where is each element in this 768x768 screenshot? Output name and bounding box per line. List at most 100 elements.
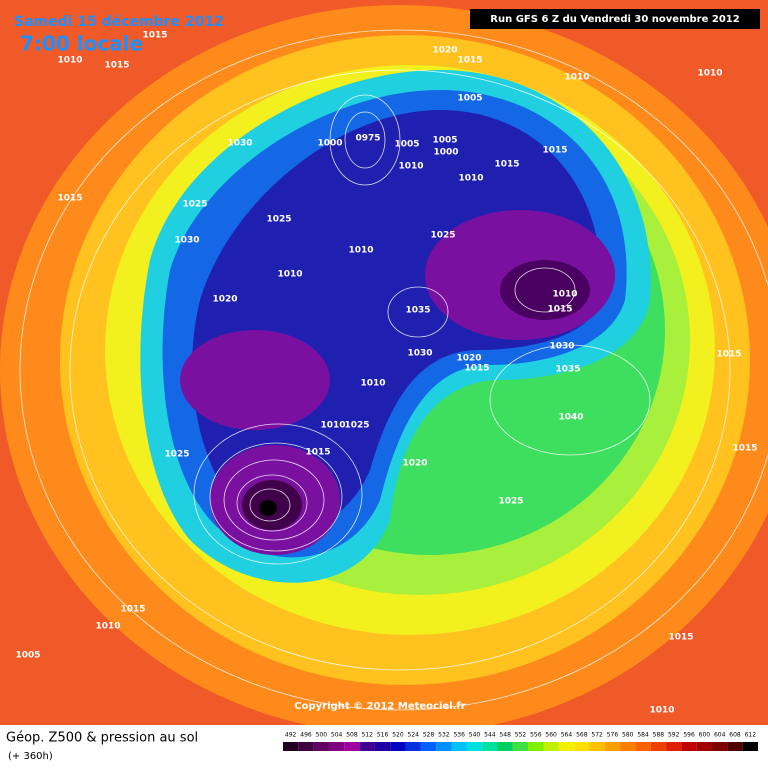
legend-swatch xyxy=(543,742,559,751)
legend-label: 548 xyxy=(499,732,511,739)
legend-label: 508 xyxy=(346,732,358,739)
pressure-label: 1010 xyxy=(348,246,373,256)
legend-label: 604 xyxy=(714,732,726,739)
isobar xyxy=(514,267,576,313)
isobars xyxy=(19,29,768,711)
pressure-label: 1025 xyxy=(344,421,369,431)
pressure-label: 0975 xyxy=(355,134,380,144)
legend-swatch xyxy=(436,742,452,751)
legend-swatch xyxy=(604,742,621,751)
legend-label: 492 xyxy=(285,732,297,739)
copyright: Copyright © 2012 Meteociel.fr xyxy=(294,701,465,712)
legend-swatch xyxy=(298,742,314,751)
pressure-label: 1015 xyxy=(547,305,572,315)
legend-swatch xyxy=(374,742,391,751)
isobar xyxy=(329,94,401,186)
legend-label: 496 xyxy=(300,732,312,739)
isobar xyxy=(69,69,731,671)
isobar xyxy=(249,488,291,522)
pressure-label: 1025 xyxy=(266,215,291,225)
legend-label: 556 xyxy=(530,732,542,739)
pressure-label: 1015 xyxy=(57,194,82,204)
pressure-label: 1015 xyxy=(464,364,489,374)
pressure-label: 1000 xyxy=(317,139,342,149)
isobar xyxy=(236,474,308,532)
legend-swatch xyxy=(497,742,513,751)
pressure-label: 1010 xyxy=(564,73,589,83)
legend-label: 580 xyxy=(622,732,634,739)
legend-swatch xyxy=(451,742,467,751)
pressure-label: 1015 xyxy=(542,146,567,156)
pressure-label: 1005 xyxy=(394,140,419,150)
pressure-label: 1010 xyxy=(398,162,423,172)
legend-label: 596 xyxy=(683,732,695,739)
pressure-label: 1010 xyxy=(360,379,385,389)
legend-swatch xyxy=(512,742,529,751)
pressure-label: 1015 xyxy=(457,56,482,66)
isobar xyxy=(344,111,386,169)
pressure-label: 1020 xyxy=(432,46,457,56)
legend-swatch xyxy=(681,742,697,751)
legend-swatch xyxy=(574,742,590,751)
legend-label: 600 xyxy=(699,732,711,739)
pressure-label: 1015 xyxy=(732,444,757,454)
pressure-label: 1020 xyxy=(456,354,481,364)
legend-label: 568 xyxy=(576,732,588,739)
legend-label: 584 xyxy=(637,732,649,739)
pressure-label: 1015 xyxy=(494,160,519,170)
footer: Géop. Z500 & pression au sol (+ 360h) 49… xyxy=(6,731,758,762)
legend-swatch xyxy=(405,742,421,751)
field-zone xyxy=(259,500,277,516)
legend-label: 564 xyxy=(561,732,573,739)
isobar xyxy=(209,442,343,552)
legend-label: 512 xyxy=(362,732,374,739)
pressure-label: 1015 xyxy=(104,61,129,71)
legend-swatch xyxy=(650,742,667,751)
run-info: Run GFS 6 Z du Vendredi 30 novembre 2012 xyxy=(490,14,739,25)
legend-label: 500 xyxy=(316,732,328,739)
legend-label: 588 xyxy=(653,732,665,739)
legend-swatch xyxy=(635,742,651,751)
pressure-label: 1030 xyxy=(174,236,199,246)
legend-label: 608 xyxy=(729,732,741,739)
legend-label: 504 xyxy=(331,732,343,739)
legend-label: 528 xyxy=(423,732,435,739)
pressure-label: 1035 xyxy=(405,306,430,316)
legend-swatch xyxy=(313,742,329,751)
pressure-label: 1005 xyxy=(15,651,40,661)
legend-swatch xyxy=(666,742,682,751)
pressure-label: 1010 xyxy=(649,706,674,716)
legend-swatch xyxy=(620,742,636,751)
pressure-label: 1025 xyxy=(182,200,207,210)
pressure-label: 1005 xyxy=(457,94,482,104)
legend-label: 560 xyxy=(545,732,557,739)
legend-swatch xyxy=(420,742,437,751)
legend-swatch xyxy=(390,742,406,751)
legend-swatch xyxy=(466,742,483,751)
legend-label: 516 xyxy=(377,732,389,739)
pressure-label: 1010 xyxy=(697,69,722,79)
pressure-label: 1030 xyxy=(227,139,252,149)
legend-swatch xyxy=(558,742,575,751)
pressure-label: 1000 xyxy=(433,148,458,158)
legend-label: 572 xyxy=(591,732,603,739)
forecast-date: Samedi 15 décembre 2012 xyxy=(14,14,224,30)
legend-swatch xyxy=(359,742,375,751)
legend-swatch xyxy=(727,742,743,751)
pressure-label: 1040 xyxy=(558,413,583,423)
legend-swatch xyxy=(696,742,713,751)
pressure-label: 1025 xyxy=(430,231,455,241)
legend-label: 552 xyxy=(515,732,527,739)
legend-label: 612 xyxy=(745,732,757,739)
legend-swatch xyxy=(589,742,605,751)
legend-swatch xyxy=(283,742,299,751)
legend-swatch xyxy=(742,742,758,751)
legend-label: 532 xyxy=(438,732,450,739)
legend-label: 536 xyxy=(453,732,465,739)
pressure-label: 1030 xyxy=(549,342,574,352)
footer-subtitle: (+ 360h) xyxy=(8,751,53,762)
pressure-label: 1015 xyxy=(120,605,145,615)
pressure-label: 1010 xyxy=(458,174,483,184)
legend-label: 544 xyxy=(484,732,496,739)
